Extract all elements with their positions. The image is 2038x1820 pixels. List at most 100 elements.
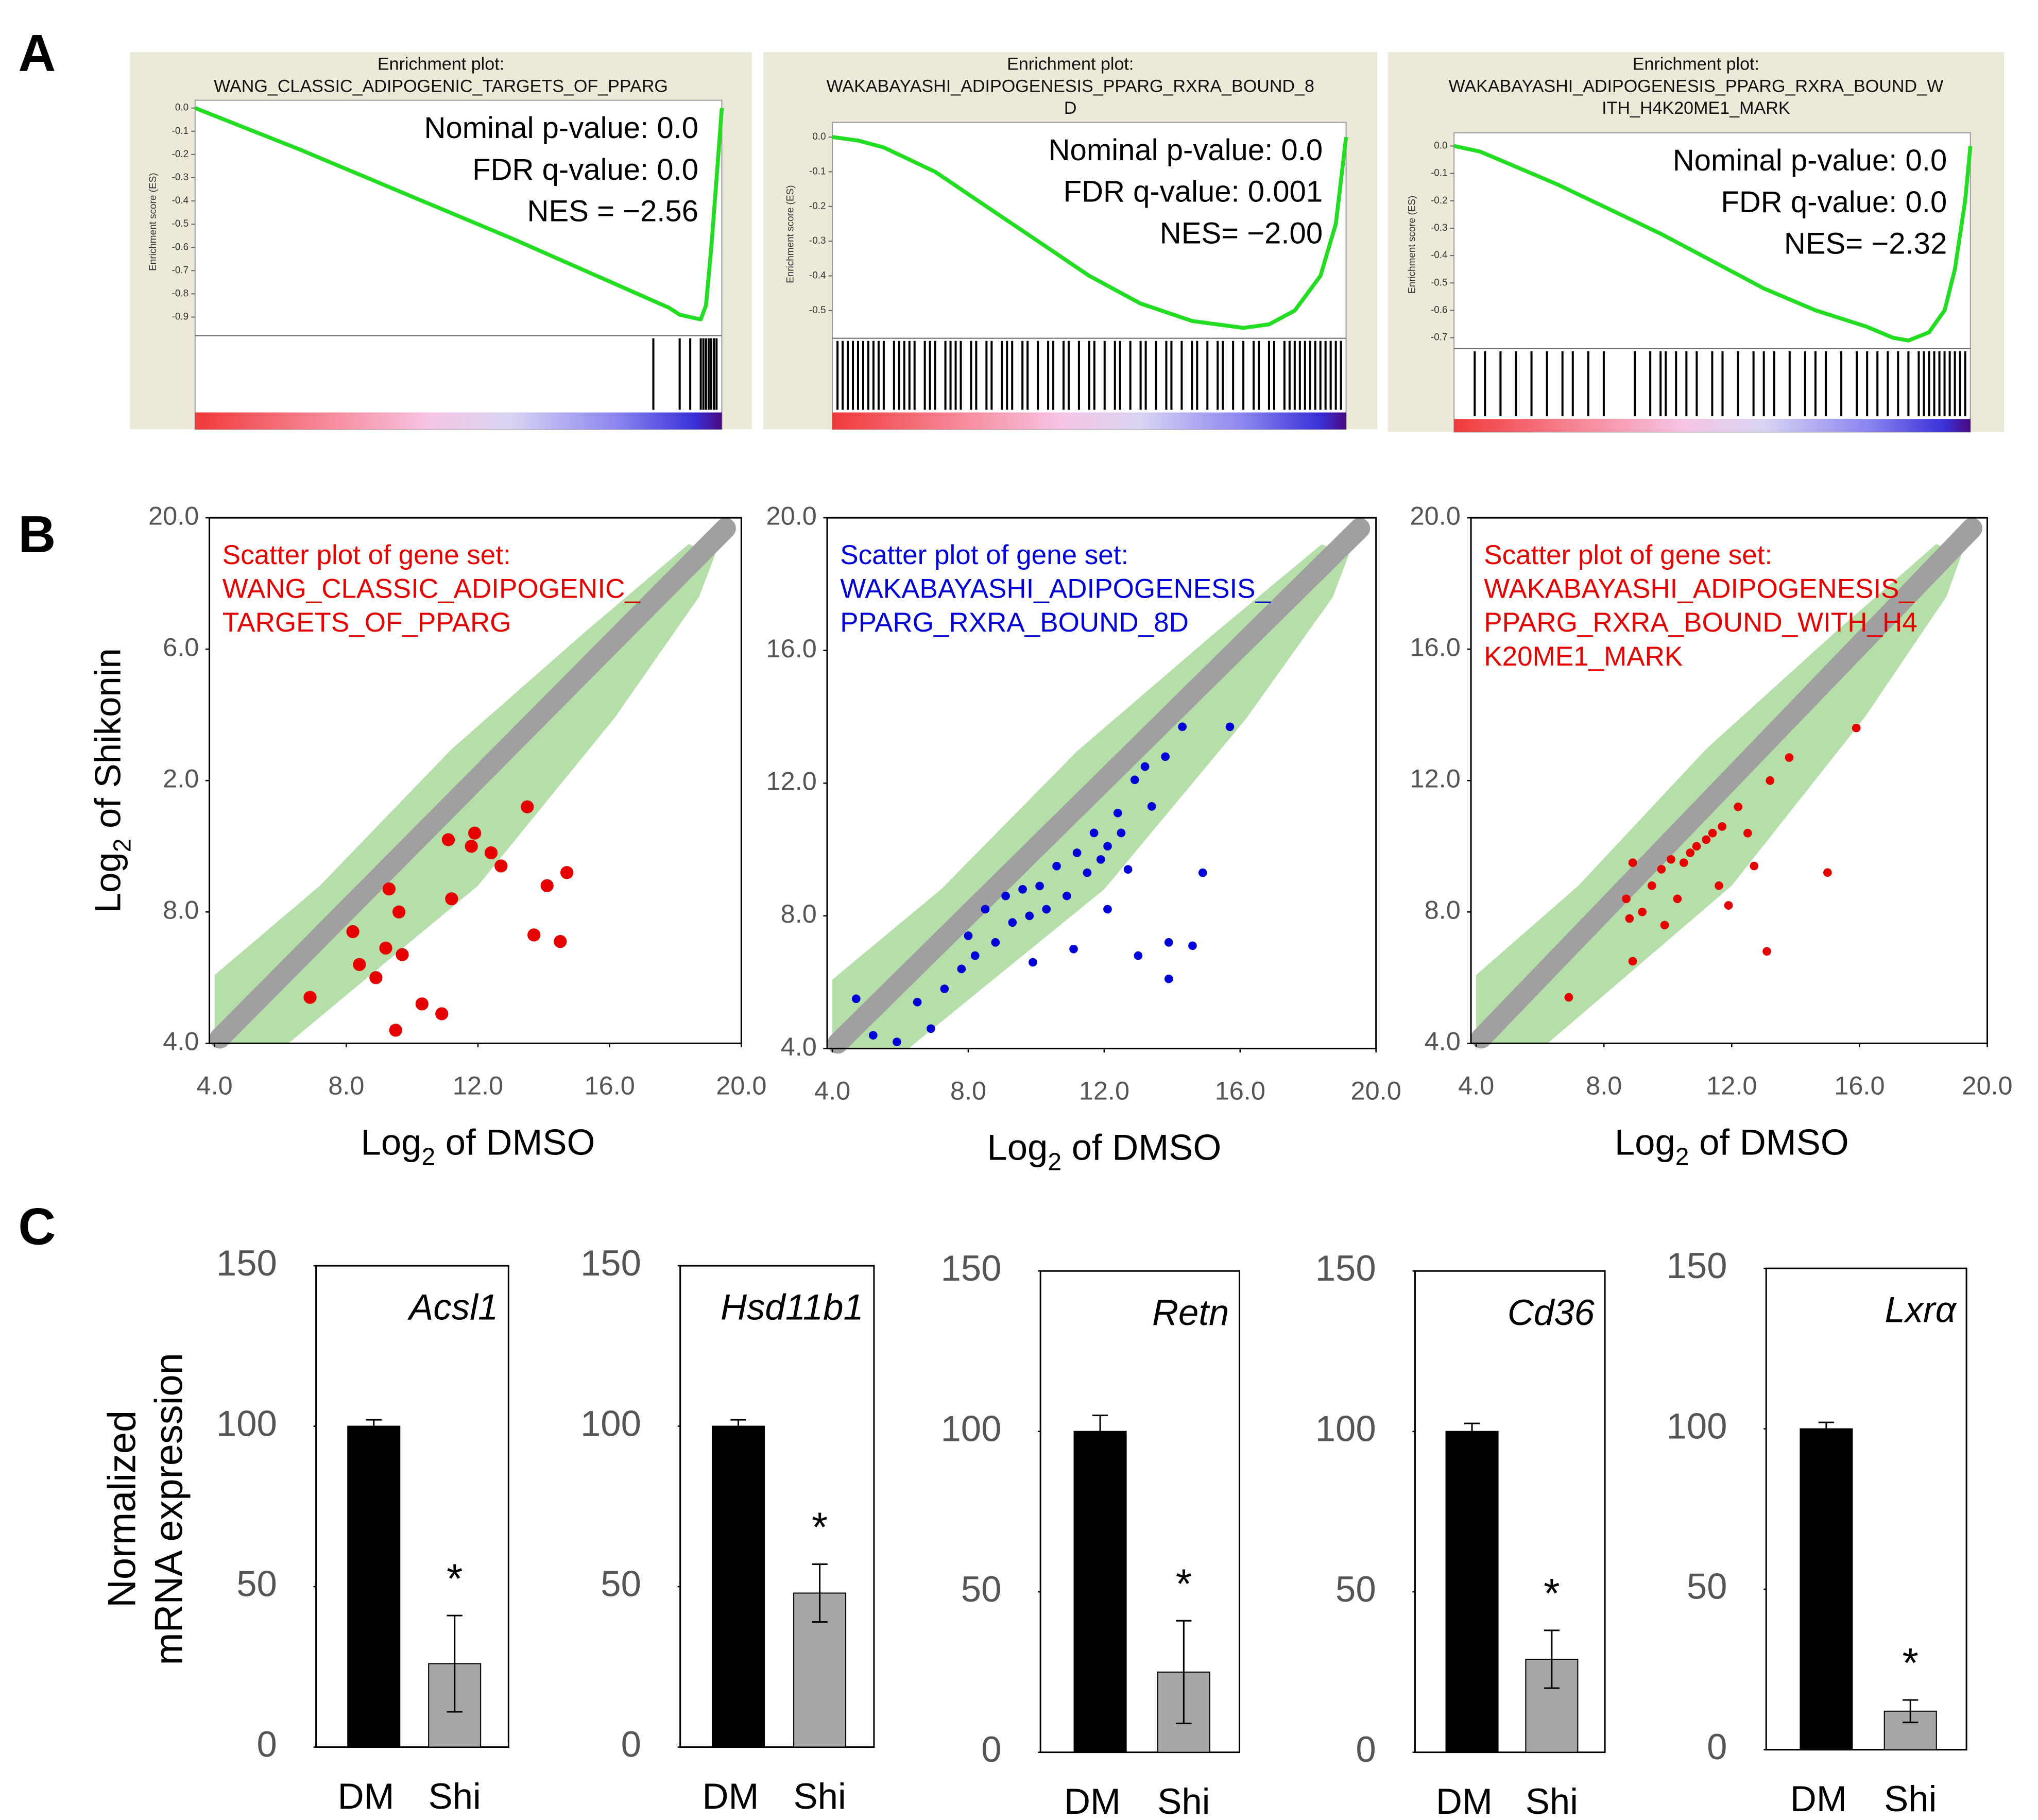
gene-point <box>494 859 508 873</box>
gene-point <box>1718 822 1727 831</box>
y-tick-label: 2.0 <box>163 764 199 793</box>
y-tick-label: 12.0 <box>766 767 817 796</box>
y-tick-label: 16.0 <box>1410 633 1461 662</box>
gene-point <box>1164 938 1173 947</box>
gene-point <box>893 1037 901 1046</box>
y-tick-label: -0.4 <box>809 270 826 281</box>
background-genes <box>827 518 1371 1054</box>
x-tick-label: 20.0 <box>716 1071 766 1100</box>
y-tick-label: 0.0 <box>1434 140 1447 151</box>
annotation: Nominal p-value: 0.0 <box>424 111 699 145</box>
y-tick-label: 8.0 <box>781 899 817 928</box>
gene-point <box>1052 861 1061 871</box>
y-tick-label: 12.0 <box>1410 764 1461 793</box>
y-tick-label: 100 <box>580 1403 641 1443</box>
gene-point <box>927 1024 935 1033</box>
enrichment-plot: Enrichment plot:WAKABAYASHI_ADIPOGENESIS… <box>1388 52 2005 433</box>
x-axis-label: Log2 of DMSO <box>987 1127 1221 1176</box>
y-tick-label: -0.6 <box>1431 304 1448 315</box>
y-tick-label: -0.5 <box>809 305 826 316</box>
annotation: Nominal p-value: 0.0 <box>1673 144 1947 177</box>
bar <box>1445 1431 1499 1753</box>
annotation: K20ME1_MARK <box>1484 641 1683 672</box>
gene-point <box>1035 881 1044 891</box>
gene-point <box>1029 958 1037 967</box>
annotation: FDR q-value: 0.001 <box>1064 175 1323 209</box>
gene-point <box>396 948 409 961</box>
x-tick-label: Shi <box>794 1776 846 1816</box>
gene-title: Lxrα <box>1885 1289 1957 1330</box>
gene-point <box>521 800 534 813</box>
gene-point <box>913 997 922 1007</box>
y-tick-label: -0.9 <box>172 312 189 322</box>
gene-point <box>991 938 1000 947</box>
plot-title: D <box>1064 98 1077 118</box>
y-tick-label: 150 <box>580 1243 641 1283</box>
gene-point <box>1001 891 1010 900</box>
gene-point <box>1225 722 1235 732</box>
x-axis-label-part: 2 <box>421 1143 435 1170</box>
gene-point <box>1042 905 1051 914</box>
bar-chart: 0 50 100 150 Cd36 DM Shi * <box>1315 1248 1606 1820</box>
gene-point <box>1123 865 1133 874</box>
gene-point <box>369 971 383 984</box>
x-tick-label: DM <box>1790 1778 1847 1819</box>
y-axis-label: mRNA expression <box>147 1353 191 1665</box>
gene-point <box>1103 842 1112 851</box>
y-tick-label: 4.0 <box>163 1027 199 1056</box>
gene-point <box>484 846 498 860</box>
y-tick-label: -0.1 <box>809 166 826 177</box>
x-tick-label: 12.0 <box>1079 1076 1129 1105</box>
annotation: Nominal p-value: 0.0 <box>1049 133 1323 167</box>
x-tick-label: 4.0 <box>814 1076 850 1105</box>
gene-point <box>1625 914 1634 923</box>
y-tick-label: 50 <box>1335 1569 1376 1609</box>
gene-point <box>1647 881 1656 890</box>
gene-point <box>1089 828 1099 838</box>
gene-point <box>981 905 990 914</box>
annotation: PPARG_RXRA_BOUND_8D <box>840 607 1189 638</box>
y-tick-label: 150 <box>940 1248 1001 1288</box>
rank-color-bar <box>832 412 1346 430</box>
y-tick-label: -0.2 <box>172 149 189 160</box>
gene-point <box>1113 808 1122 818</box>
x-axis-label-part: of DMSO <box>1689 1121 1848 1162</box>
x-tick-label: Shi <box>1526 1781 1578 1820</box>
x-tick-label: DM <box>1064 1781 1121 1820</box>
x-tick-label: Shi <box>1157 1781 1210 1820</box>
bar-chart: 0 50 100 150 Retn DM Shi * <box>940 1248 1241 1820</box>
y-tick-label: 0 <box>1356 1729 1376 1770</box>
plot-title: WAKABAYASHI_ADIPOGENESIS_PPARG_RXRA_BOUN… <box>1448 76 1944 96</box>
gene-point <box>303 991 317 1004</box>
y-tick-label: 100 <box>1315 1408 1376 1449</box>
gene-point <box>1564 993 1573 1002</box>
gene-title: Retn <box>1152 1292 1229 1333</box>
panel-label: B <box>18 506 56 564</box>
gene-point <box>940 984 949 993</box>
annotation: WANG_CLASSIC_ADIPOGENIC_ <box>222 574 641 604</box>
bar <box>793 1592 847 1748</box>
gene-point <box>1686 848 1695 857</box>
y-tick-label: -0.3 <box>172 172 189 183</box>
y-tick-label: -0.4 <box>172 195 189 206</box>
gene-point <box>1178 722 1187 732</box>
x-tick-label: 20.0 <box>1962 1071 2012 1100</box>
bar <box>1800 1428 1853 1750</box>
gene-point <box>1638 907 1647 916</box>
gene-point <box>1018 885 1027 894</box>
x-axis-label-part: of DMSO <box>435 1121 595 1162</box>
y-axis-label-part: Log <box>87 852 128 913</box>
x-tick-label: DM <box>1436 1781 1493 1820</box>
gene-point <box>1743 828 1752 838</box>
plot-frame <box>1765 1267 1967 1751</box>
gene-point <box>1117 828 1126 838</box>
y-tick-label: -0.2 <box>1431 195 1448 206</box>
x-axis-label-part: Log <box>361 1121 422 1162</box>
annotation: PPARG_RXRA_BOUND_WITH_H4 <box>1484 607 1917 638</box>
gene-point <box>1750 861 1759 871</box>
y-tick-label: -0.3 <box>1431 223 1448 233</box>
significance-mark: * <box>1544 1571 1560 1617</box>
bar-chart: 0 50 100 150 Acsl1 DM Shi * <box>216 1243 509 1816</box>
